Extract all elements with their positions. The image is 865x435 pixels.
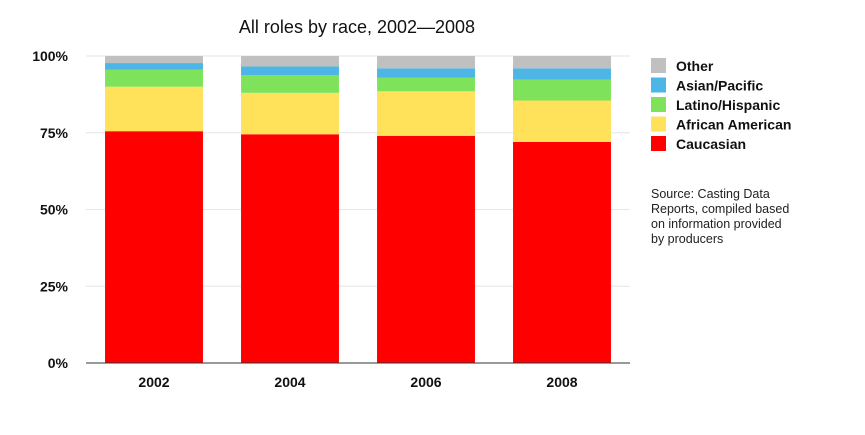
source-line: on information provided [651, 217, 782, 231]
bar-african-american-2004 [241, 92, 339, 135]
axes: 0% 25% 50% 75% 100% 2002 2004 2006 2008 [32, 48, 630, 390]
legend-swatch [651, 97, 666, 112]
bar-asian-pacific-2008 [513, 68, 611, 80]
legend-label: Latino/Hispanic [676, 97, 780, 113]
bar-asian-pacific-2004 [241, 66, 339, 76]
bar-caucasian-2002 [105, 131, 203, 363]
y-tick-label: 100% [32, 48, 68, 64]
bar-african-american-2002 [105, 86, 203, 132]
bar-caucasian-2008 [513, 141, 611, 363]
legend-label: Other [676, 58, 714, 74]
bar-latino-hispanic-2008 [513, 79, 611, 101]
y-tick-label: 25% [40, 278, 69, 294]
legend-label: Asian/Pacific [676, 78, 763, 94]
legend-swatch [651, 58, 666, 73]
source-line: by producers [651, 232, 723, 246]
bar-latino-hispanic-2006 [377, 77, 475, 92]
bar-other-2002 [105, 56, 203, 64]
legend-label: Caucasian [676, 136, 746, 152]
x-tick-label: 2002 [138, 374, 169, 390]
x-tick-label: 2006 [410, 374, 441, 390]
legend: Other Asian/Pacific Latino/Hispanic African… [651, 58, 791, 152]
legend-swatch [651, 77, 666, 93]
x-tick-label: 2004 [274, 374, 305, 390]
bar-other-2006 [377, 56, 475, 69]
legend-swatch [651, 136, 666, 151]
legend-swatch [651, 116, 666, 132]
bar-latino-hispanic-2004 [241, 75, 339, 93]
bars [105, 56, 611, 363]
bar-latino-hispanic-2002 [105, 69, 203, 87]
x-tick-label: 2008 [546, 374, 577, 390]
bar-african-american-2008 [513, 100, 611, 142]
source-line: Source: Casting Data [651, 187, 770, 201]
y-tick-label: 50% [40, 202, 69, 218]
bar-other-2008 [513, 56, 611, 69]
y-tick-label: 0% [48, 355, 69, 371]
y-tick-label: 75% [40, 125, 69, 141]
bar-african-american-2006 [377, 91, 475, 136]
bar-other-2004 [241, 56, 339, 67]
bar-caucasian-2004 [241, 134, 339, 363]
bar-asian-pacific-2002 [105, 63, 203, 70]
bar-asian-pacific-2006 [377, 68, 475, 78]
source-line: Reports, compiled based [651, 202, 789, 216]
chart-title: All roles by race, 2002—2008 [239, 17, 475, 37]
bar-caucasian-2006 [377, 135, 475, 363]
legend-label: African American [676, 117, 791, 133]
